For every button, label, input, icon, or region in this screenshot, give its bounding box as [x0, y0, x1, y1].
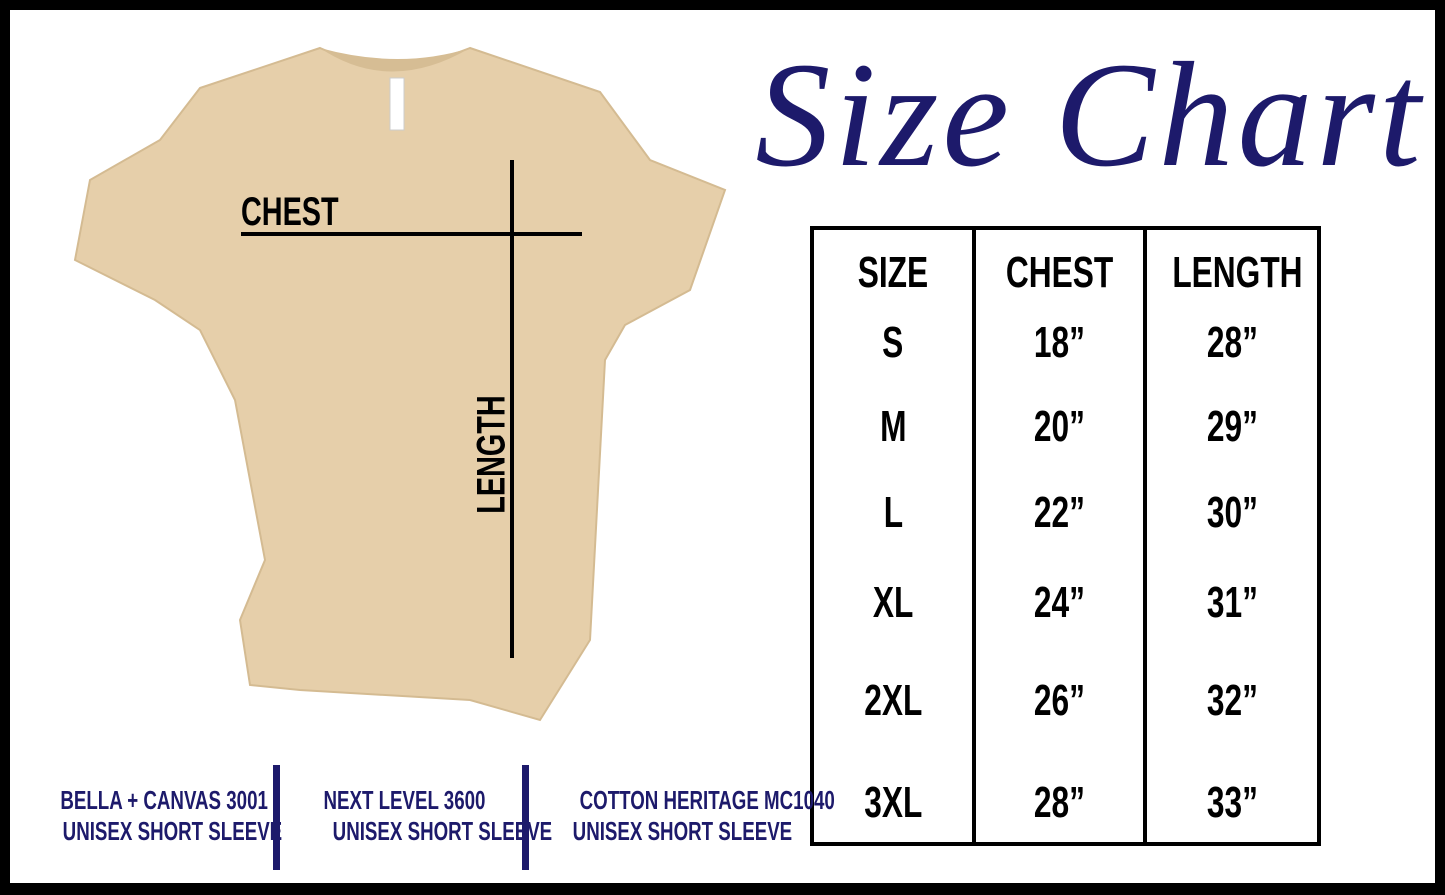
size-column: SIZE S M L XL 2XL 3XL — [814, 230, 972, 842]
table-cell: M — [879, 402, 907, 451]
table-cell: 30” — [1206, 488, 1258, 537]
length-label: LENGTH — [469, 395, 514, 514]
table-cell: 20” — [1033, 402, 1086, 451]
size-table: SIZE S M L XL 2XL 3XL CHEST 18” 20” 22” 24” 26” 28” … — [810, 226, 1321, 846]
chest-label: CHEST — [240, 190, 339, 234]
chest-column: CHEST 18” 20” 22” 24” 26” 28” — [976, 230, 1143, 842]
table-header: CHEST — [1005, 248, 1114, 297]
brand-cotton-heritage: COTTON HERITAGE MC1040 UNISEX SHORT SLEEV… — [572, 785, 835, 846]
table-cell: 28” — [1033, 778, 1086, 827]
table-cell: 3XL — [863, 778, 923, 827]
table-cell: L — [883, 488, 903, 537]
table-cell: 24” — [1033, 578, 1086, 627]
table-cell: 26” — [1033, 676, 1086, 725]
table-cell: 31” — [1206, 578, 1258, 627]
table-cell: 2XL — [863, 676, 923, 725]
table-cell: 18” — [1033, 318, 1086, 367]
table-cell: 33” — [1206, 778, 1258, 827]
table-cell: XL — [872, 578, 914, 627]
table-cell: S — [882, 318, 904, 367]
brand-bella-canvas: BELLA + CANVAS 3001 UNISEX SHORT SLEEVE — [60, 785, 283, 846]
table-header: SIZE — [857, 248, 929, 297]
tshirt-image — [73, 46, 727, 722]
table-cell: 29” — [1206, 402, 1258, 451]
brand-next-level: NEXT LEVEL 3600 UNISEX SHORT SLEEVE — [323, 785, 553, 846]
brand-divider — [273, 765, 280, 870]
column-divider — [972, 230, 976, 842]
brand-divider — [522, 765, 529, 870]
table-cell: 22” — [1033, 488, 1086, 537]
table-cell: 32” — [1206, 676, 1258, 725]
length-column: LENGTH 28” 29” 30” 31” 32” 33” — [1147, 230, 1317, 842]
size-chart-title: Size Chart — [755, 32, 1425, 198]
table-header: LENGTH — [1172, 248, 1303, 297]
table-cell: 28” — [1206, 318, 1258, 367]
column-divider — [1143, 230, 1147, 842]
